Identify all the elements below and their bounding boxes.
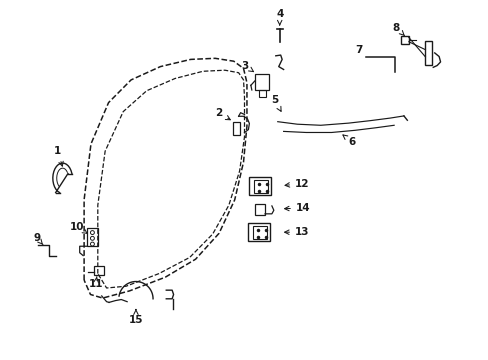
Text: 12: 12 (285, 179, 309, 189)
Text: 6: 6 (342, 135, 355, 147)
Text: 3: 3 (241, 60, 253, 72)
Text: 5: 5 (271, 95, 281, 111)
Text: 2: 2 (215, 108, 230, 120)
Bar (249, 177, 271, 195)
Text: 14: 14 (284, 203, 310, 213)
Bar (94, 266, 103, 275)
Bar (254, 74, 269, 90)
Text: 1: 1 (54, 146, 63, 166)
Bar (232, 122, 239, 135)
Bar (254, 180, 267, 193)
Bar (255, 204, 264, 215)
Text: 13: 13 (284, 227, 309, 237)
Text: 15: 15 (128, 310, 143, 325)
Text: 4: 4 (275, 9, 283, 25)
Bar (87, 228, 98, 246)
Bar (425, 41, 431, 65)
Text: 10: 10 (70, 222, 87, 234)
Text: 11: 11 (88, 276, 103, 289)
Bar (253, 226, 266, 239)
Text: 9: 9 (33, 233, 43, 245)
Bar (248, 223, 270, 241)
Bar (400, 36, 408, 44)
Text: 8: 8 (392, 23, 404, 36)
Text: 7: 7 (355, 45, 362, 55)
Bar (258, 90, 265, 97)
